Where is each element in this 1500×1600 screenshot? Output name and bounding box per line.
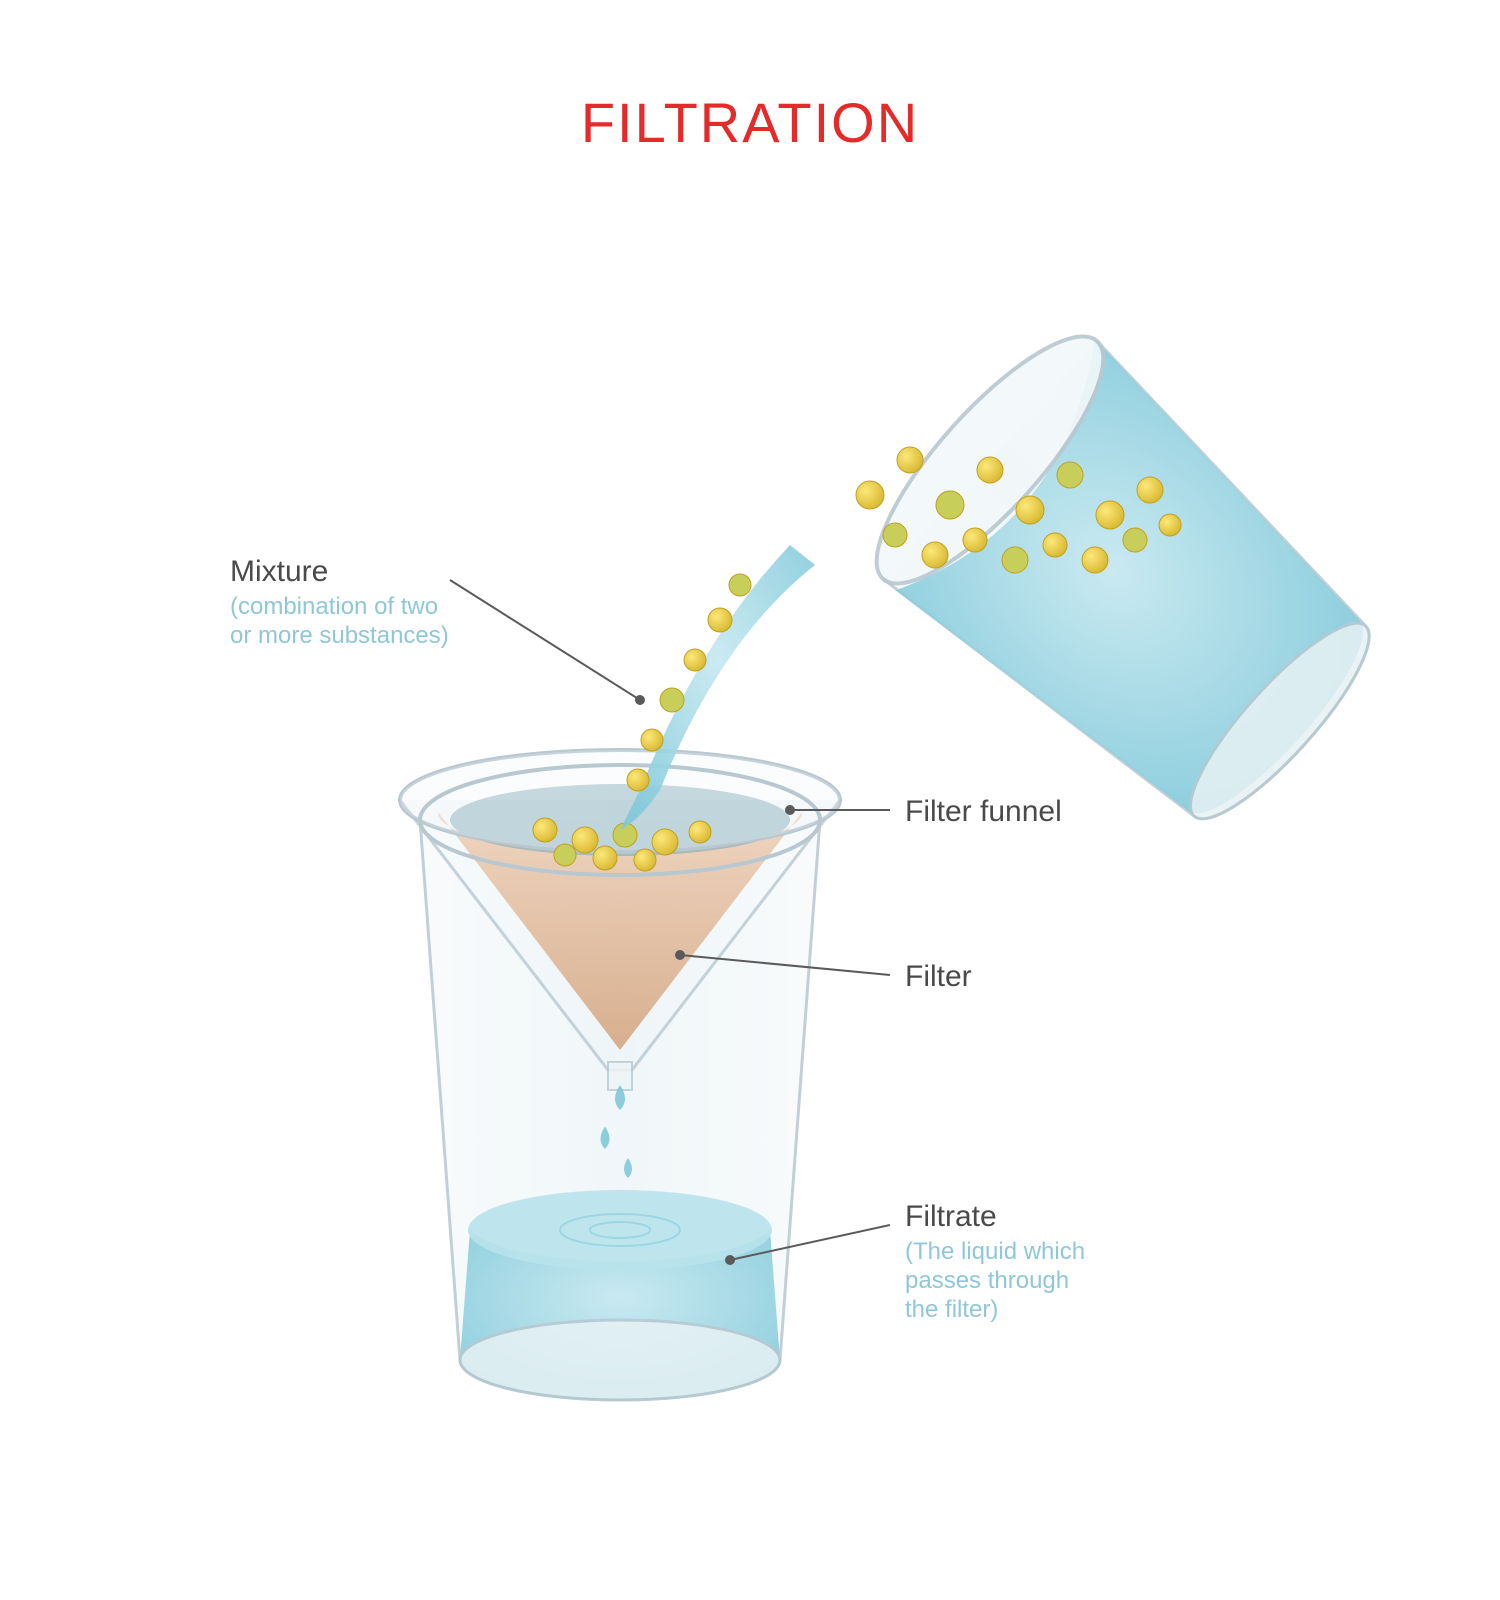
label-filtrate-sub: (The liquid which passes through the fil… [905,1238,1085,1324]
label-filter: Filter [905,960,972,994]
label-mixture-sub: (combination of two or more substances) [230,593,449,651]
label-filtrate: Filtrate (The liquid which passes throug… [905,1200,1085,1324]
label-mixture: Mixture (combination of two or more subs… [230,555,449,651]
label-filter-name: Filter [905,960,972,993]
label-filter-funnel: Filter funnel [905,795,1062,829]
filtration-diagram [0,0,1500,1600]
label-funnel-name: Filter funnel [905,795,1062,828]
label-mixture-name: Mixture [230,555,328,588]
upper-glass [846,308,1412,863]
label-filtrate-name: Filtrate [905,1200,997,1233]
